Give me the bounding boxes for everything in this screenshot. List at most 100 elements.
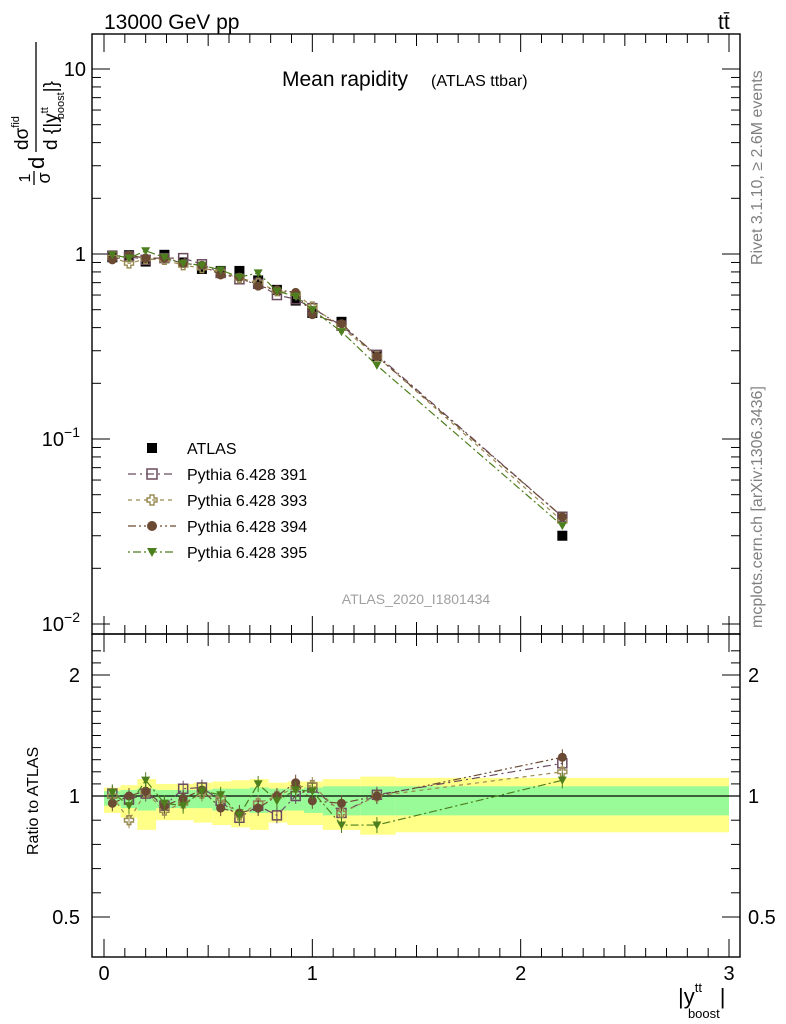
ylabel-frac2-den: d {|ytt boost|} (39, 81, 67, 150)
ratio-point-pythia-6-428-394 (141, 786, 151, 796)
uncertainty-band-inner (395, 786, 729, 816)
series-line-pythia-6-428-395 (112, 250, 563, 527)
ratio-point-pythia-6-428-393 (557, 766, 568, 777)
ylabel-d: d (24, 157, 49, 169)
analysis-watermark: ATLAS_2020_I1801434 (342, 591, 491, 607)
series-line-pythia-6-428-394 (112, 254, 563, 518)
point-pythia-6-428-393 (123, 258, 135, 269)
ratio-point-pythia-6-428-395 (159, 799, 169, 808)
chart-title: Mean rapidity (282, 68, 409, 91)
y-tick-label: 1 (75, 244, 86, 266)
x-tick-label: 2 (515, 963, 526, 985)
point-pythia-6-428-395 (307, 306, 317, 315)
ratio-point-pythia-6-428-394 (307, 796, 317, 806)
legend-marker-pythia-6-428-391 (146, 468, 158, 480)
ylabel-frac2-den-sup: tt (39, 107, 51, 113)
ratio-point-pythia-6-428-394 (372, 791, 382, 801)
y-tick-label-base: 10 (42, 429, 64, 451)
ratio-y-tick-label-right: 2 (748, 665, 759, 687)
ratio-line-pythia-6-428-393 (111, 771, 563, 822)
ratio-y-tick-label-left: 2 (69, 665, 80, 687)
y-tick-label: 10 (64, 59, 86, 81)
rivet-label: Rivet 3.1.10, ≥ 2.6M events (749, 70, 766, 265)
point-pythia-6-428-395 (197, 261, 207, 270)
x-tick-label: 1 (307, 963, 318, 985)
legend-marker-pythia-6-428-393 (146, 494, 158, 506)
ratio-point-pythia-6-428-395 (178, 802, 188, 811)
point-pythia-6-428-395 (372, 361, 382, 370)
point-pythia-6-428-395 (216, 266, 226, 275)
ratio-point-pythia-6-428-395 (107, 788, 117, 797)
legend-label-pythia-6-428-393: Pythia 6.428 393 (187, 493, 307, 510)
y-tick-label-exponent: −2 (64, 609, 80, 625)
ratio-point-pythia-6-428-395 (234, 811, 244, 820)
ylabel-frac2-num: dσfid (10, 116, 33, 150)
xlabel-sup: tt (695, 980, 703, 995)
point-pythia-6-428-395 (159, 253, 169, 262)
x-tick-label: 0 (98, 963, 109, 985)
ylabel-frac1-num: 1 (17, 173, 34, 182)
point-pythia-6-428-394 (253, 281, 263, 291)
ratio-point-pythia-6-428-395 (291, 786, 301, 795)
point-atlas (253, 275, 264, 286)
ratio-y-tick-label-right: 0.5 (748, 907, 776, 929)
y-tick-label-exponent: −1 (64, 424, 80, 440)
ratio-line-pythia-6-428-394 (112, 756, 563, 814)
xlabel-close: | (720, 984, 726, 1009)
uncertainty-band-inner (231, 788, 250, 811)
point-pythia-6-428-395 (557, 522, 567, 531)
point-pythia-6-428-394 (557, 512, 567, 522)
ratio-point-pythia-6-428-391 (271, 810, 283, 821)
series-line-pythia-6-428-391 (112, 255, 563, 518)
x-axis-label: |ytt boost| (678, 980, 725, 1021)
point-pythia-6-428-395 (107, 251, 117, 260)
point-pythia-6-428-395 (291, 292, 301, 301)
energy-label: 13000 GeV pp (104, 11, 239, 34)
point-pythia-6-428-395 (124, 254, 134, 263)
ratio-y-tick-label-left: 1 (69, 786, 80, 808)
ratio-point-pythia-6-428-395 (337, 821, 346, 830)
ratio-point-pythia-6-428-394 (124, 791, 134, 801)
ratio-point-pythia-6-428-395 (216, 791, 226, 800)
ylabel-frac2-den-close: |} (41, 81, 62, 92)
legend-label-atlas: ATLAS (187, 441, 237, 458)
ratio-point-pythia-6-428-395 (272, 797, 282, 806)
mcplots-label: mcplots.cern.ch [arXiv:1306.3436] (749, 386, 766, 628)
legend: ATLAS Pythia 6.428 391 Pythia 6.428 393 Pyt… (128, 441, 307, 562)
point-pythia-6-428-394 (107, 255, 117, 265)
legend-label-pythia-6-428-395: Pythia 6.428 395 (187, 545, 307, 562)
series-line-pythia-6-428-393 (112, 256, 563, 522)
ratio-point-pythia-6-428-394 (107, 798, 117, 808)
xlabel-sub: boost (688, 1006, 720, 1021)
process-label: tt̄ (718, 11, 730, 34)
ratio-point-pythia-6-428-395 (124, 802, 134, 811)
point-pythia-6-428-394 (337, 319, 346, 329)
legend-marker-atlas (147, 443, 157, 453)
point-atlas (234, 265, 245, 276)
main-frame (91, 33, 741, 635)
point-pythia-6-428-394 (372, 351, 382, 361)
ylabel-frac2-num-main: dσ (12, 127, 33, 150)
legend-marker-pythia-6-428-394 (147, 521, 157, 531)
point-atlas (557, 530, 568, 541)
y-tick-label-base: 10 (42, 614, 64, 636)
ratio-point-pythia-6-428-395 (253, 780, 263, 789)
ratio-point-pythia-6-428-395 (557, 776, 567, 785)
ylabel-frac2-num-sup: fid (10, 116, 22, 128)
ylabel-frac1-den: σ (34, 172, 54, 183)
point-pythia-6-428-394 (216, 270, 226, 280)
y-tick-label: 10−1 (42, 424, 80, 451)
point-pythia-6-428-395 (141, 247, 151, 256)
ratio-y-axis-label: Ratio to ATLAS (25, 747, 42, 855)
ratio-point-pythia-6-428-394 (253, 803, 263, 813)
legend-label-pythia-6-428-394: Pythia 6.428 394 (187, 519, 307, 536)
ratio-point-pythia-6-428-395 (141, 776, 151, 785)
ratio-panel: 0 1 2 3 0.5 0.5 1 1 2 2 (52, 633, 776, 985)
legend-marker-pythia-6-428-395 (147, 548, 157, 557)
y-tick-label: 10−2 (42, 609, 80, 636)
ratio-point-pythia-6-428-394 (337, 798, 346, 808)
ratio-point-pythia-6-428-394 (216, 803, 226, 813)
point-pythia-6-428-395 (253, 269, 263, 278)
